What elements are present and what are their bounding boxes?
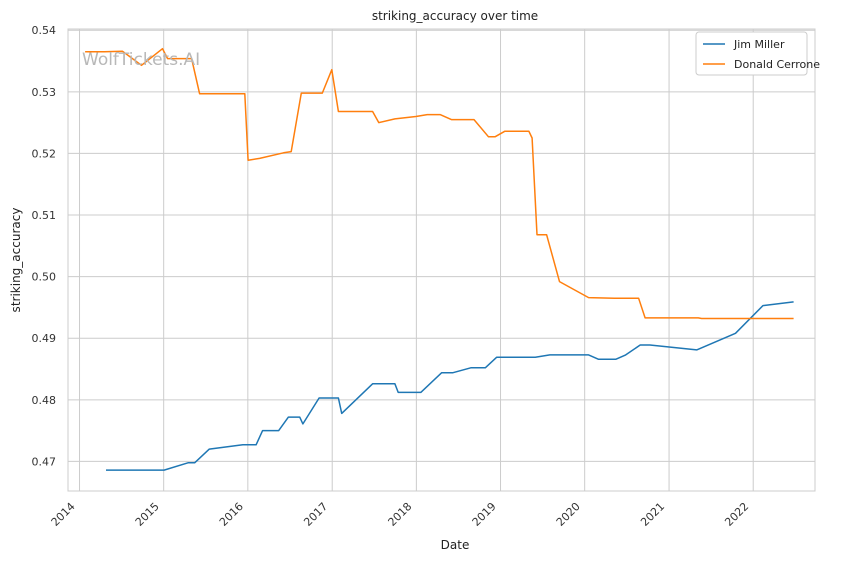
y-tick-label: 0.49	[32, 332, 57, 345]
plot-frame	[67, 28, 816, 492]
series-lines	[85, 47, 794, 471]
grid-lines	[68, 29, 815, 491]
watermark: WolfTickets.AI	[82, 50, 200, 70]
legend-label-jim-miller: Jim Miller	[733, 38, 785, 51]
legend-label-donald-cerrone: Donald Cerrone	[734, 58, 820, 71]
series-line-jim-miller	[106, 301, 794, 471]
y-tick-label: 0.50	[32, 271, 57, 284]
chart-title: striking_accuracy over time	[372, 9, 538, 23]
legend: Jim Miller Donald Cerrone	[695, 31, 820, 76]
y-axis-label: striking_accuracy	[9, 208, 23, 313]
x-axis-label: Date	[441, 538, 470, 552]
series-line-donald-cerrone	[85, 47, 794, 320]
y-axis-ticks: 0.47 0.48 0.49 0.50 0.51 0.52 0.53 0.54	[32, 24, 57, 468]
y-tick-label: 0.53	[32, 86, 57, 99]
y-tick-label: 0.52	[32, 147, 57, 160]
y-tick-label: 0.51	[32, 209, 57, 222]
y-tick-label: 0.48	[32, 394, 57, 407]
y-tick-label: 0.54	[32, 24, 57, 37]
y-tick-label: 0.47	[32, 455, 57, 468]
